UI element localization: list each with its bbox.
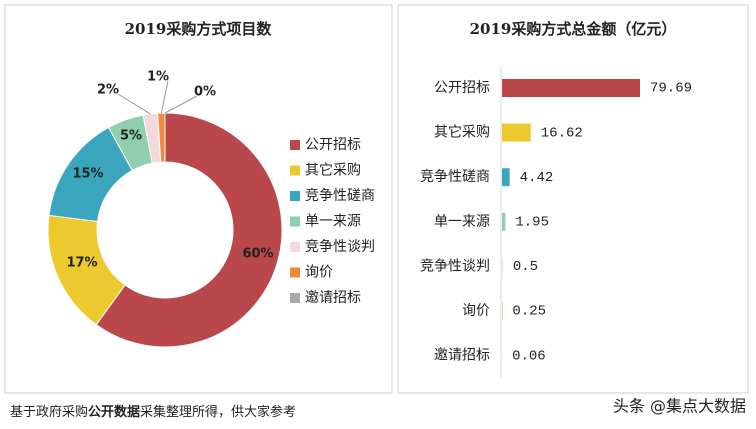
data-label: 15% (72, 167, 103, 182)
y-tick-label: 邀请招标 (434, 348, 490, 364)
legend-swatch (290, 216, 300, 227)
data-label: 0.5 (513, 259, 538, 275)
leader-line (164, 95, 198, 114)
footer-text: 基于政府采购 (10, 404, 88, 420)
y-tick-label: 竞争性磋商 (420, 168, 490, 185)
legend-swatch (290, 267, 300, 278)
bar (502, 212, 506, 231)
donut-slice (95, 112, 283, 348)
data-label: 60% (242, 247, 273, 262)
data-label: 4.42 (520, 170, 554, 186)
watermark: 头条 @集点大数据 (613, 397, 746, 416)
chart-title: 2019采购方式项目数 (125, 20, 273, 38)
y-tick-label: 询价 (462, 303, 490, 319)
data-label: 1.95 (515, 215, 549, 231)
data-label: 17% (66, 256, 97, 271)
legend-label: 竞争性谈判 (305, 238, 375, 255)
data-label: 2% (97, 83, 119, 98)
bar (502, 123, 531, 142)
bar (502, 79, 640, 97)
legend-swatch (290, 242, 300, 252)
bar (502, 257, 503, 276)
legend-label: 邀请招标 (305, 290, 361, 306)
legend-label: 询价 (305, 265, 333, 281)
data-label: 0.06 (512, 348, 546, 364)
data-label: 79.69 (650, 81, 692, 97)
data-label: 0.25 (512, 304, 546, 320)
footer: 基于政府采购公开数据采集整理所得，供大家参考 (10, 404, 296, 420)
right-panel (397, 4, 749, 394)
legend-swatch (290, 191, 300, 201)
footer-text: 公开数据 (88, 404, 140, 420)
y-tick-label: 公开招标 (434, 80, 490, 96)
legend-swatch (290, 140, 300, 150)
data-label: 5% (120, 129, 142, 144)
legend-label: 公开招标 (305, 137, 361, 153)
y-tick-label: 竞争性谈判 (420, 257, 490, 274)
chart-title: 2019采购方式总金额（亿元） (470, 20, 677, 38)
data-label: 0% (194, 85, 216, 100)
legend-swatch (290, 165, 300, 176)
bar (502, 168, 510, 187)
legend-label: 单一来源 (305, 214, 361, 230)
leader-line (117, 93, 151, 115)
legend-swatch (290, 293, 300, 303)
data-label: 1% (147, 70, 169, 85)
y-tick-label: 单一来源 (434, 214, 490, 230)
legend-label: 竞争性磋商 (305, 187, 375, 204)
legend-label: 其它采购 (305, 162, 361, 179)
leader-line (160, 80, 169, 114)
data-label: 16.62 (541, 125, 583, 141)
footer-text: 采集整理所得，供大家参考 (140, 404, 296, 420)
y-tick-label: 其它采购 (434, 124, 490, 141)
